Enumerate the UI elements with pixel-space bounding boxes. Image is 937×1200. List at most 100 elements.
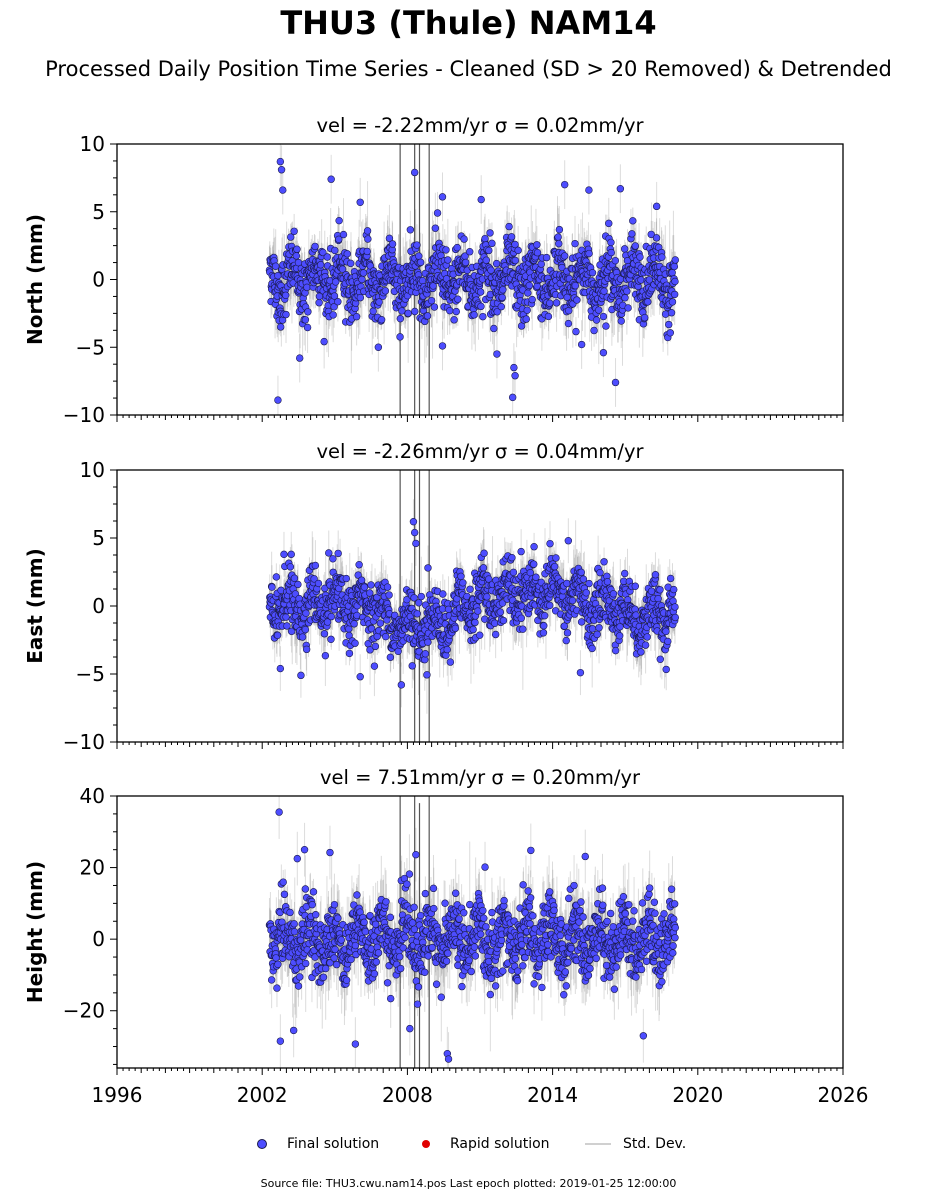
data-point [671, 277, 679, 286]
data-point [446, 658, 455, 666]
data-point [320, 630, 329, 638]
data-point [496, 608, 505, 616]
data-point [338, 265, 347, 273]
data-point [388, 240, 397, 248]
data-point [624, 304, 632, 312]
data-point [590, 326, 598, 335]
data-point [383, 583, 392, 591]
plot-area [265, 470, 679, 742]
y-tick-label: 5 [92, 200, 105, 224]
data-point [335, 216, 343, 225]
data-point [417, 592, 425, 601]
data-point [585, 186, 593, 194]
data-point [298, 633, 307, 641]
data-point [466, 585, 474, 593]
data-point [304, 308, 312, 316]
data-point [469, 625, 477, 634]
data-point [517, 614, 525, 622]
data-point [330, 303, 338, 311]
data-point [319, 248, 327, 257]
figure-title: THU3 (Thule) NAM14 [280, 4, 657, 42]
data-point [366, 589, 374, 597]
data-point [321, 651, 330, 660]
data-point [636, 253, 644, 261]
data-point [461, 258, 470, 267]
data-point [486, 229, 494, 237]
data-point [523, 306, 531, 314]
data-point [499, 616, 508, 625]
data-point [564, 319, 573, 328]
data-point [560, 252, 569, 260]
data-point [427, 296, 436, 305]
data-point [443, 645, 451, 654]
data-point [652, 234, 661, 242]
data-point [346, 259, 355, 268]
data-point [334, 298, 342, 306]
data-point [398, 307, 406, 315]
data-point [339, 230, 348, 239]
data-point [279, 186, 287, 194]
data-point [396, 333, 404, 341]
data-point [595, 306, 603, 314]
data-point [480, 549, 488, 557]
data-point [403, 595, 411, 604]
data-point [355, 561, 363, 569]
data-point [433, 209, 442, 217]
data-point [446, 306, 454, 315]
data-point [479, 312, 487, 321]
data-point [329, 555, 337, 563]
data-point [533, 241, 541, 249]
data-point [544, 312, 553, 321]
data-point [479, 564, 488, 572]
data-point [374, 343, 383, 351]
data-point [287, 627, 296, 636]
data-point [524, 289, 532, 297]
data-point [555, 239, 563, 248]
data-point [492, 259, 501, 268]
data-point [508, 554, 516, 562]
data-point [345, 631, 353, 640]
data-point [482, 256, 490, 264]
data-point [607, 238, 615, 247]
data-point [411, 307, 419, 316]
data-point [394, 647, 402, 655]
data-point [511, 256, 520, 265]
data-point [542, 253, 551, 262]
data-point [327, 175, 335, 183]
time-series-figure: −10 −5 0 5 10 vel = -2.22mm/yr σ = 0.02mm/yr N… [23, 114, 868, 1107]
data-point [644, 298, 652, 306]
data-point [386, 653, 395, 662]
data-point [303, 283, 311, 292]
y-tick-label: 0 [92, 268, 105, 292]
data-point [421, 650, 430, 658]
data-point [476, 288, 485, 296]
data-point [668, 269, 676, 277]
data-point [457, 572, 465, 580]
data-point [418, 276, 427, 285]
data-point [356, 293, 365, 302]
data-point [331, 278, 340, 286]
data-point [452, 307, 460, 316]
data-point [377, 316, 386, 324]
data-point [294, 580, 302, 589]
data-point [491, 630, 500, 639]
data-point [314, 579, 323, 588]
data-point [416, 258, 425, 267]
data-point [555, 225, 564, 234]
data-point [470, 311, 478, 319]
data-point [510, 363, 518, 372]
data-point [292, 252, 301, 260]
data-point [290, 574, 299, 582]
data-point [546, 299, 554, 307]
data-point [329, 311, 337, 319]
data-point [476, 631, 484, 639]
data-point [363, 247, 371, 256]
data-point [301, 625, 310, 634]
data-point [507, 233, 516, 241]
data-point [670, 262, 679, 271]
data-point [645, 276, 654, 284]
y-tick-label: 10 [80, 132, 105, 156]
data-point [367, 581, 375, 589]
data-point [605, 219, 613, 228]
data-point [367, 624, 376, 633]
